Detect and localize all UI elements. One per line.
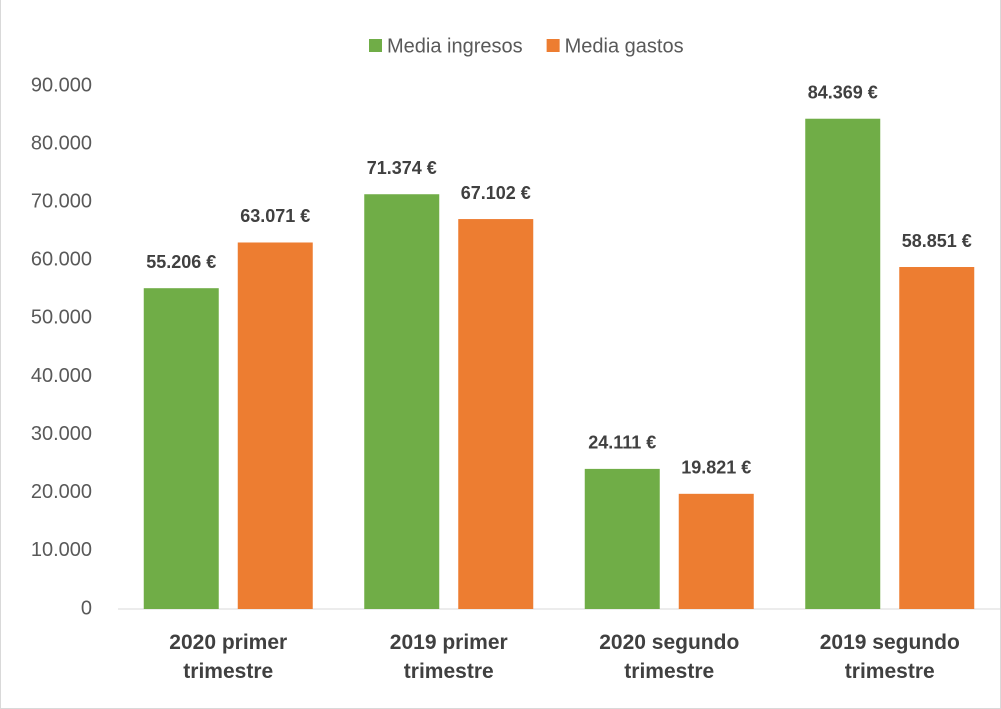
- legend-swatch: [546, 39, 560, 52]
- bar: [899, 267, 975, 609]
- y-tick-label: 50.000: [31, 307, 92, 329]
- y-tick-label: 20.000: [31, 481, 92, 503]
- data-label: 24.111 €: [588, 433, 656, 453]
- y-tick-label: 30.000: [31, 423, 92, 445]
- y-tick-label: 80.000: [31, 132, 92, 154]
- bar: [805, 118, 881, 610]
- y-tick-label: 10.000: [31, 539, 92, 561]
- y-tick-label: 90.000: [31, 74, 92, 96]
- bar: [458, 219, 534, 610]
- data-label: 71.374 €: [367, 158, 437, 178]
- bar: [143, 288, 219, 609]
- x-tick-label: 2019 primer trimestre: [389, 631, 508, 683]
- data-label: 58.851 €: [902, 231, 972, 251]
- data-label: 84.369 €: [808, 82, 878, 102]
- x-tick-label: 2020 segundo trimestre: [599, 631, 740, 683]
- bar: [678, 493, 754, 609]
- y-tick-label: 60.000: [31, 249, 92, 271]
- data-label: 63.071 €: [240, 206, 310, 226]
- legend-label: Media ingresos: [387, 35, 523, 57]
- x-tick-label: 2019 segundo trimestre: [819, 631, 960, 683]
- y-tick-label: 0: [81, 597, 92, 619]
- y-tick-label: 70.000: [31, 191, 92, 213]
- bar: [364, 194, 440, 609]
- x-tick-label: 2020 primer trimestre: [169, 631, 288, 683]
- bar: [237, 242, 313, 609]
- bar: [584, 468, 660, 609]
- legend-swatch: [369, 39, 382, 52]
- data-label: 55.206 €: [146, 252, 216, 272]
- legend-label: Media gastos: [565, 35, 684, 57]
- data-label: 67.102 €: [461, 183, 531, 203]
- y-tick-label: 40.000: [31, 365, 92, 387]
- data-label: 19.821 €: [681, 458, 751, 478]
